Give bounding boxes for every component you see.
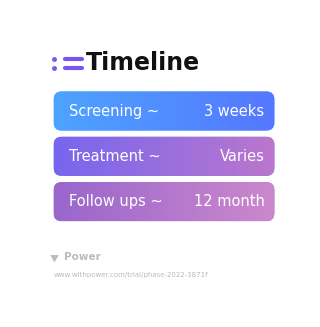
Text: Treatment ~: Treatment ~ [68, 149, 160, 164]
Text: Power: Power [64, 252, 100, 262]
FancyBboxPatch shape [54, 92, 274, 130]
Text: 12 month: 12 month [194, 194, 264, 209]
Text: www.withpower.com/trial/phase-2022-3871f: www.withpower.com/trial/phase-2022-3871f [54, 272, 208, 278]
FancyBboxPatch shape [54, 137, 274, 176]
FancyBboxPatch shape [54, 182, 274, 221]
Text: Screening ~: Screening ~ [68, 104, 159, 118]
Text: Varies: Varies [220, 149, 264, 164]
Text: 3 weeks: 3 weeks [204, 104, 264, 118]
Text: Follow ups ~: Follow ups ~ [68, 194, 162, 209]
Text: Timeline: Timeline [86, 51, 200, 75]
